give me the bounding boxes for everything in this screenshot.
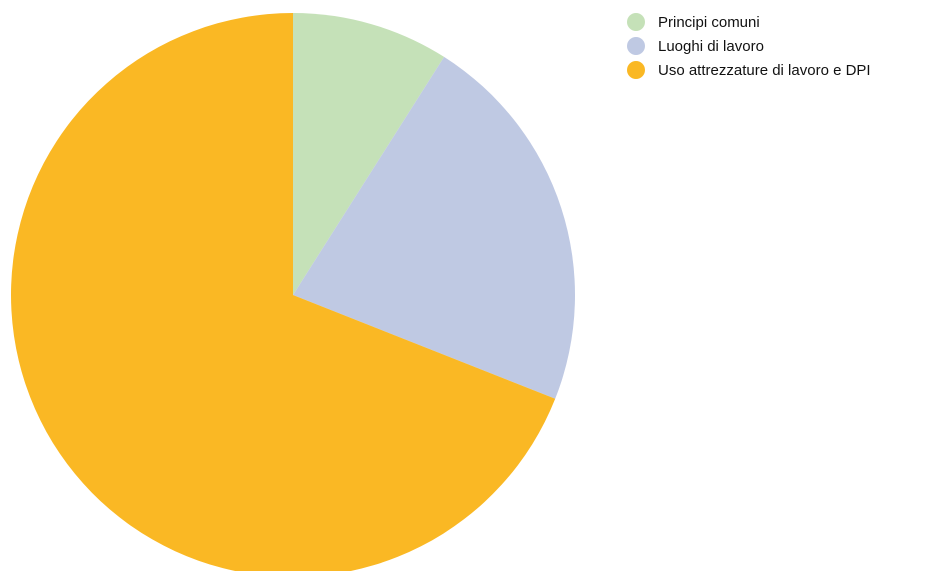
legend-swatch-principi-comuni — [627, 13, 645, 31]
legend-swatch-uso-attrezzature — [627, 61, 645, 79]
legend-item-luoghi-di-lavoro[interactable]: Luoghi di lavoro — [627, 34, 871, 58]
legend-item-principi-comuni[interactable]: Principi comuni — [627, 10, 871, 34]
legend-label-uso-attrezzature: Uso attrezzature di lavoro e DPI — [658, 61, 871, 79]
legend-label-principi-comuni: Principi comuni — [658, 13, 760, 31]
legend-label-luoghi-di-lavoro: Luoghi di lavoro — [658, 37, 764, 55]
pie-slice-principi-comuni[interactable] — [293, 13, 445, 295]
pie-slice-luoghi-di-lavoro[interactable] — [293, 56, 575, 399]
legend-swatch-luoghi-di-lavoro — [627, 37, 645, 55]
legend-item-uso-attrezzature[interactable]: Uso attrezzature di lavoro e DPI — [627, 58, 871, 82]
legend: Principi comuni Luoghi di lavoro Uso att… — [627, 10, 871, 82]
pie-slice-uso-attrezzature[interactable] — [11, 13, 556, 571]
